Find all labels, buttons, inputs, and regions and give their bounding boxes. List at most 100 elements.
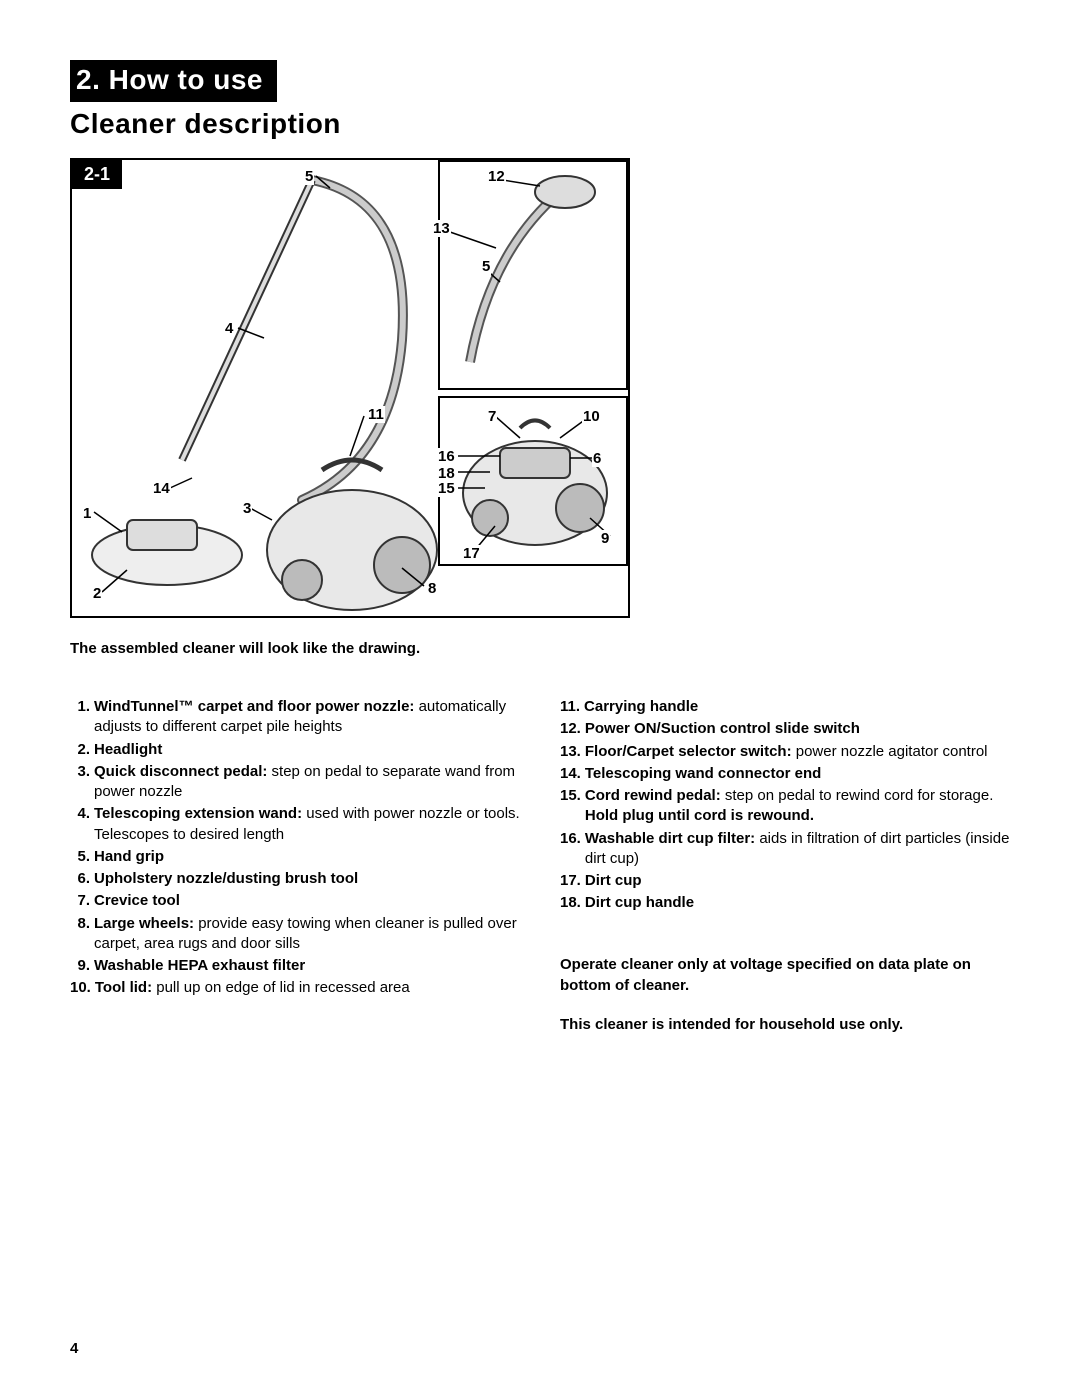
part-number: 17. bbox=[560, 871, 585, 891]
part-text: WindTunnel™ carpet and floor power nozzl… bbox=[94, 697, 520, 738]
part-number: 10. bbox=[70, 978, 95, 998]
section-title: How to use bbox=[109, 64, 263, 95]
part-number: 14. bbox=[560, 764, 585, 784]
callout-n5: 5 bbox=[304, 168, 314, 185]
part-item: 10.Tool lid: pull up on edge of lid in r… bbox=[70, 978, 520, 998]
callout-i16: 16 bbox=[437, 448, 456, 465]
part-title: Tool lid: bbox=[95, 979, 152, 996]
part-title: Cord rewind pedal: bbox=[585, 787, 721, 804]
part-title: Quick disconnect pedal: bbox=[94, 763, 267, 780]
part-item: 8.Large wheels: provide easy towing when… bbox=[70, 914, 520, 955]
part-number: 6. bbox=[70, 869, 94, 889]
callout-i5: 5 bbox=[481, 258, 491, 275]
part-title: Floor/Carpet selector switch: bbox=[585, 743, 792, 760]
part-number: 9. bbox=[70, 956, 94, 976]
parts-column-2: 11.Carrying handle12.Power ON/Suction co… bbox=[560, 697, 1010, 914]
callout-i6: 6 bbox=[592, 450, 602, 467]
part-title: Carrying handle bbox=[584, 698, 698, 715]
handle-detail-illustration bbox=[440, 162, 626, 388]
part-desc: step on pedal to rewind cord for storage… bbox=[721, 787, 994, 804]
part-title: Telescoping wand connector end bbox=[585, 765, 821, 782]
part-item: 2.Headlight bbox=[70, 740, 520, 760]
callout-i12: 12 bbox=[487, 168, 506, 185]
callout-n11: 11 bbox=[367, 406, 385, 423]
part-desc-bold: Hold plug until cord is rewound. bbox=[585, 807, 814, 824]
part-text: Tool lid: pull up on edge of lid in rece… bbox=[95, 978, 520, 998]
part-number: 4. bbox=[70, 804, 94, 845]
part-item: 4.Telescoping extension wand: used with … bbox=[70, 804, 520, 845]
part-text: Carrying handle bbox=[584, 697, 1010, 717]
callout-n1: 1 bbox=[82, 505, 92, 522]
part-number: 5. bbox=[70, 847, 94, 867]
callout-i17: 17 bbox=[462, 545, 481, 562]
part-title: Upholstery nozzle/dusting brush tool bbox=[94, 870, 358, 887]
warning-household: This cleaner is intended for household u… bbox=[560, 1014, 1010, 1035]
part-text: Crevice tool bbox=[94, 891, 520, 911]
part-item: 3.Quick disconnect pedal: step on pedal … bbox=[70, 762, 520, 803]
part-item: 1.WindTunnel™ carpet and floor power noz… bbox=[70, 697, 520, 738]
part-item: 6.Upholstery nozzle/dusting brush tool bbox=[70, 869, 520, 889]
section-title-bar: 2. How to use bbox=[70, 60, 277, 102]
part-text: Washable dirt cup filter: aids in filtra… bbox=[585, 829, 1010, 870]
section-number: 2. bbox=[76, 64, 100, 95]
part-item: 9.Washable HEPA exhaust filter bbox=[70, 956, 520, 976]
parts-column-2-wrap: 11.Carrying handle12.Power ON/Suction co… bbox=[560, 697, 1010, 1053]
part-item: 18.Dirt cup handle bbox=[560, 893, 1010, 913]
part-text: Telescoping extension wand: used with po… bbox=[94, 804, 520, 845]
part-title: Dirt cup bbox=[585, 872, 642, 889]
part-title: Hand grip bbox=[94, 848, 164, 865]
part-item: 7.Crevice tool bbox=[70, 891, 520, 911]
part-text: Headlight bbox=[94, 740, 520, 760]
part-number: 3. bbox=[70, 762, 94, 803]
part-title: Power ON/Suction control slide switch bbox=[585, 720, 860, 737]
part-number: 2. bbox=[70, 740, 94, 760]
parts-column-1: 1.WindTunnel™ carpet and floor power noz… bbox=[70, 697, 520, 1053]
part-text: Cord rewind pedal: step on pedal to rewi… bbox=[585, 786, 1010, 827]
part-title: WindTunnel™ carpet and floor power nozzl… bbox=[94, 698, 414, 715]
part-number: 18. bbox=[560, 893, 585, 913]
part-text: Quick disconnect pedal: step on pedal to… bbox=[94, 762, 520, 803]
part-text: Hand grip bbox=[94, 847, 520, 867]
figure-caption: The assembled cleaner will look like the… bbox=[70, 640, 1010, 657]
part-text: Power ON/Suction control slide switch bbox=[585, 719, 1010, 739]
part-text: Dirt cup bbox=[585, 871, 1010, 891]
callout-i13: 13 bbox=[432, 220, 451, 237]
part-item: 12.Power ON/Suction control slide switch bbox=[560, 719, 1010, 739]
part-number: 15. bbox=[560, 786, 585, 827]
warning-voltage: Operate cleaner only at voltage specifie… bbox=[560, 954, 1010, 996]
part-item: 11.Carrying handle bbox=[560, 697, 1010, 717]
part-number: 12. bbox=[560, 719, 585, 739]
callout-n8: 8 bbox=[427, 580, 437, 597]
part-item: 5.Hand grip bbox=[70, 847, 520, 867]
callout-i10: 10 bbox=[582, 408, 601, 425]
part-title: Dirt cup handle bbox=[585, 894, 694, 911]
part-text: Large wheels: provide easy towing when c… bbox=[94, 914, 520, 955]
part-number: 16. bbox=[560, 829, 585, 870]
callout-i9: 9 bbox=[600, 530, 610, 547]
callout-n14: 14 bbox=[152, 480, 171, 497]
page-subtitle: Cleaner description bbox=[70, 108, 1010, 140]
callout-i7: 7 bbox=[487, 408, 497, 425]
figure-2-1: 2-1 bbox=[70, 158, 630, 618]
callout-i18: 18 bbox=[437, 465, 456, 482]
inset-handle-detail bbox=[438, 160, 628, 390]
parts-list: 1.WindTunnel™ carpet and floor power noz… bbox=[70, 697, 1010, 1053]
callout-n3: 3 bbox=[242, 500, 252, 517]
part-text: Dirt cup handle bbox=[585, 893, 1010, 913]
part-title: Crevice tool bbox=[94, 892, 180, 909]
section-header: 2. How to use bbox=[70, 60, 1010, 102]
part-number: 1. bbox=[70, 697, 94, 738]
part-text: Floor/Carpet selector switch: power nozz… bbox=[585, 742, 1010, 762]
part-number: 13. bbox=[560, 742, 585, 762]
callout-n4: 4 bbox=[224, 320, 234, 337]
callout-i15: 15 bbox=[437, 480, 456, 497]
callout-n2: 2 bbox=[92, 585, 102, 602]
part-desc: pull up on edge of lid in recessed area bbox=[152, 979, 410, 996]
part-title: Headlight bbox=[94, 741, 162, 758]
part-text: Telescoping wand connector end bbox=[585, 764, 1010, 784]
part-text: Upholstery nozzle/dusting brush tool bbox=[94, 869, 520, 889]
part-title: Large wheels: bbox=[94, 915, 194, 932]
part-number: 11. bbox=[560, 697, 584, 717]
warnings-block: Operate cleaner only at voltage specifie… bbox=[560, 954, 1010, 1035]
part-title: Washable HEPA exhaust filter bbox=[94, 957, 305, 974]
